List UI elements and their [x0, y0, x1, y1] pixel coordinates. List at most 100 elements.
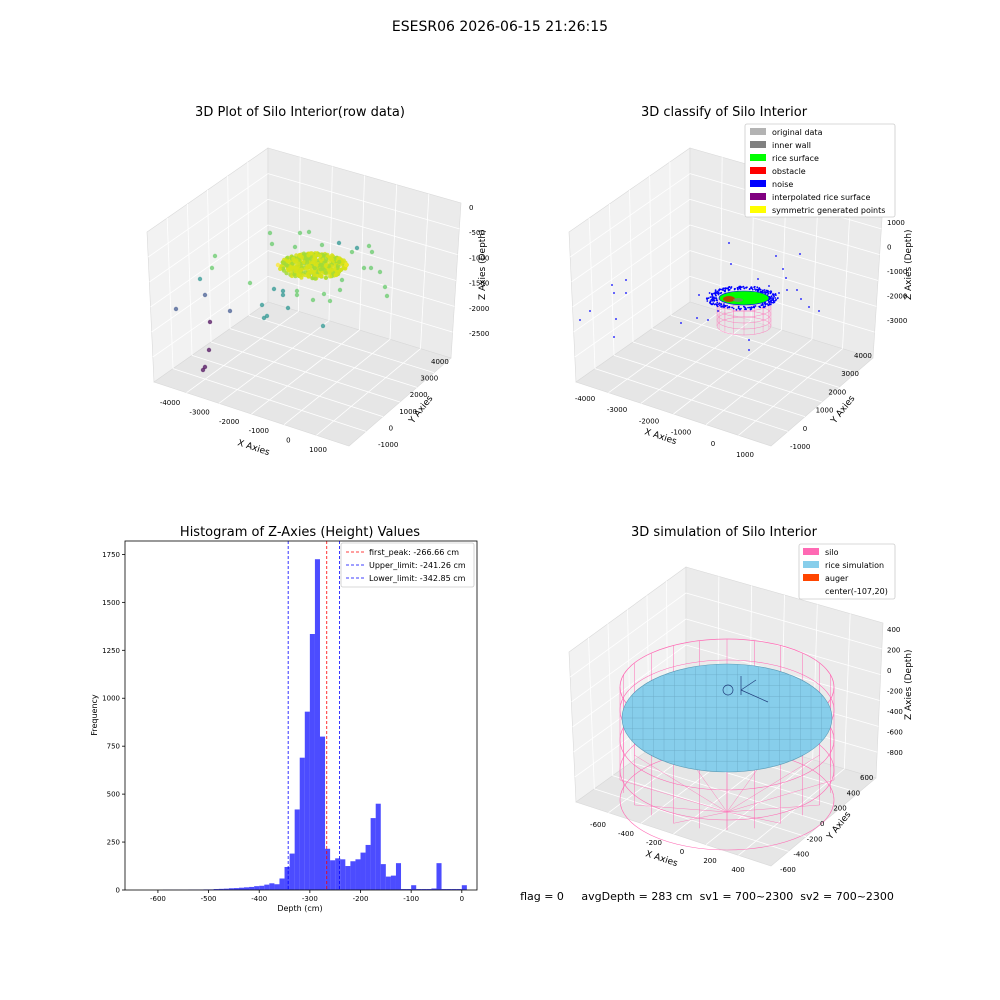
noise-point: [723, 304, 725, 307]
noise-point: [712, 296, 715, 298]
legend-label: auger: [825, 574, 849, 583]
legend-frame: [798, 543, 896, 600]
data-point: [267, 230, 273, 236]
noise-point: [796, 289, 798, 291]
data-point: [343, 266, 348, 271]
data-point: [280, 260, 285, 265]
status-footer: flag = 0 avgDepth = 283 cm sv1 = 700~230…: [520, 890, 894, 903]
noise-point: [748, 339, 750, 341]
histogram-bar: [213, 889, 219, 890]
noise-point: [722, 288, 724, 291]
y-tick-label: -400: [793, 851, 809, 859]
noise-point: [709, 300, 712, 303]
noise-point: [748, 306, 751, 309]
noise-point: [737, 288, 739, 291]
noise-point: [717, 310, 719, 312]
noise-point: [712, 302, 715, 305]
histogram-bar: [411, 885, 417, 890]
figure-title: ESESR06 2026-06-15 21:26:15: [392, 19, 608, 35]
data-point: [306, 253, 311, 258]
noise-point: [717, 291, 720, 294]
histogram-bar: [259, 885, 265, 890]
y-tick-label: 2000: [828, 388, 846, 396]
grid-line: [147, 173, 269, 258]
x-tick-label: 0: [680, 848, 684, 856]
noise-point: [711, 303, 714, 306]
panel-raw-scatter: 3D Plot of Silo Interior(row data) -4000…: [146, 105, 489, 458]
y-tick-label: 750: [107, 743, 120, 751]
silo-wire: [726, 754, 820, 813]
panel-classify: 3D classify of Silo Interior -4000-3000-…: [568, 105, 914, 459]
noise-point: [763, 289, 766, 291]
histogram-bar: [314, 559, 320, 890]
histogram-bar: [370, 818, 376, 890]
histogram-bar: [319, 736, 326, 890]
simulation-zlabel: Z Axies (Depth): [904, 649, 914, 720]
legend-label: rice surface: [772, 154, 819, 163]
x-tick-label: -3000: [189, 408, 209, 416]
histogram-plot: -600 -500 -400 -300 -200 -100 0 0 250 500 750 1000 1…: [102, 540, 478, 903]
noise-point: [724, 288, 727, 290]
data-point: [207, 319, 213, 325]
noise-point: [743, 306, 746, 309]
histogram-bar: [380, 864, 386, 890]
noise-point: [711, 296, 713, 298]
grid-line: [685, 592, 882, 650]
noise-point: [731, 306, 733, 309]
noise-point: [718, 302, 721, 305]
noise-point: [770, 299, 772, 302]
x-tick-label: -1000: [671, 429, 691, 437]
histogram-bar: [309, 634, 315, 890]
silo-wire: [634, 804, 728, 813]
noise-point: [613, 336, 615, 338]
data-point: [212, 253, 218, 259]
histogram-bar: [416, 889, 422, 890]
z-tick-label: -1000: [887, 268, 907, 276]
noise-point: [742, 285, 745, 288]
data-point: [297, 230, 303, 236]
x-tick-label: -400: [618, 830, 634, 838]
histogram-bar: [289, 853, 295, 890]
data-point: [197, 276, 203, 282]
noise-point: [771, 293, 774, 296]
noise-point: [750, 286, 752, 289]
data-point: [288, 264, 293, 270]
classify-ticks: -4000 -3000 -2000 -1000 0 1000 -1000 0 1000 2000 3…: [575, 219, 908, 459]
noise-point: [770, 290, 772, 292]
silo-wire: [673, 811, 728, 824]
data-point: [280, 292, 286, 298]
simulation-drawing: [619, 638, 835, 851]
y-tick-label: -1000: [790, 443, 810, 451]
obstacle: [723, 296, 735, 302]
noise-point: [769, 303, 772, 306]
noise-point: [749, 288, 751, 290]
histogram-bar: [441, 889, 447, 890]
noise-point: [764, 290, 766, 293]
histogram-bar: [431, 888, 437, 890]
classify-zlabel: Z Axies (Depth): [904, 229, 914, 300]
y-tick-label: 600: [860, 774, 873, 782]
noise-point: [772, 301, 775, 304]
noise-point: [751, 288, 754, 291]
noise-point: [728, 305, 730, 308]
x-tick-label: -200: [646, 839, 662, 847]
noise-point: [739, 308, 741, 311]
noise-point: [716, 304, 718, 307]
data-point: [318, 262, 323, 267]
noise-point: [708, 292, 711, 294]
data-point: [206, 347, 212, 353]
noise-point: [774, 293, 776, 296]
auger: [722, 684, 734, 696]
histogram-bar: [330, 860, 336, 890]
histogram-bar: [355, 859, 361, 890]
histogram-bar: [345, 866, 351, 890]
data-point: [337, 259, 342, 264]
legend-label: inner wall: [772, 141, 811, 150]
noise-point: [719, 304, 721, 307]
histogram-bar: [461, 885, 467, 890]
raw-scatter-points: [173, 229, 390, 373]
y-tick-label: 1000: [816, 407, 834, 415]
data-point: [349, 249, 355, 255]
data-point: [382, 284, 388, 290]
grid-line: [569, 592, 687, 678]
